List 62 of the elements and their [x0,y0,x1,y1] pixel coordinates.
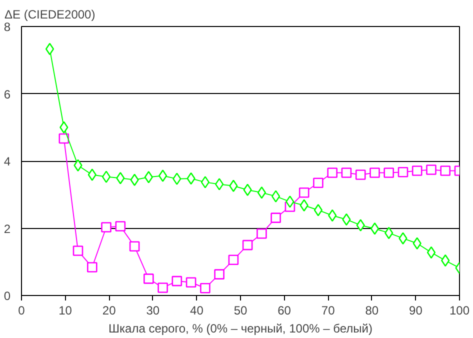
point [115,221,126,232]
y-tick-label: 6 [4,87,11,102]
point [172,276,182,286]
point [270,212,281,223]
point [313,178,324,188]
point [87,262,98,272]
point [384,168,394,178]
x-tick-label: 80 [365,304,379,318]
point [286,196,294,208]
point [327,168,338,178]
y-tick-label: 4 [4,154,11,168]
point [355,170,366,180]
point [158,170,168,182]
point [186,277,196,288]
point [172,172,182,185]
point [228,254,239,266]
point [214,178,224,190]
point [257,186,266,199]
point [129,241,140,252]
point [242,240,253,250]
x-tick-label: 100 [449,304,470,318]
point [130,174,139,186]
x-axis-title: Шкала серого, % (0% – черный, 100% – белый) [108,322,372,336]
x-tick-label: 70 [321,304,336,318]
point [398,232,408,244]
point [356,219,365,232]
x-tick-label: 90 [409,304,423,318]
point [370,168,380,178]
point [200,282,210,294]
point [88,168,96,181]
point [341,168,352,178]
x-tick-label: 40 [190,304,204,318]
point [102,170,111,183]
x-tick-label: 60 [278,304,292,318]
point [271,190,280,202]
point [314,204,323,216]
x-tick-label: 30 [146,304,160,318]
point [256,228,267,239]
point [158,282,168,293]
point [412,166,422,176]
point [116,172,125,184]
point [398,166,408,178]
point [426,164,436,175]
point [58,133,70,144]
y-axis-title: ΔE (CIEDE2000) [4,8,96,22]
point [45,42,54,56]
point [144,274,154,284]
point [200,176,210,188]
x-tick-label: 10 [58,304,72,318]
x-tick-label: 20 [102,304,116,318]
point [426,246,436,259]
y-tick-label: 8 [4,20,11,34]
point [214,269,224,280]
point [101,222,112,232]
point [440,166,451,176]
point [370,222,380,235]
x-tick-label: 50 [234,304,248,318]
y-tick-label: 0 [4,289,11,303]
x-tick-label: 0 [18,304,26,318]
point [72,246,84,256]
y-tick-label: 2 [4,222,11,236]
point [298,187,310,198]
